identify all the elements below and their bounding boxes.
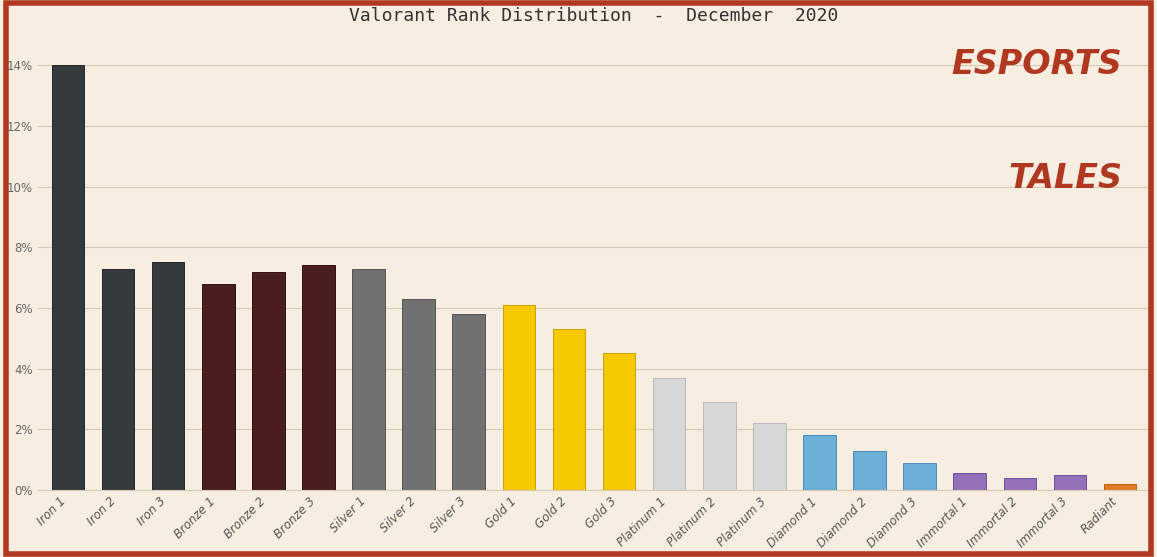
Bar xyxy=(703,402,736,490)
Bar xyxy=(302,266,334,490)
Bar xyxy=(553,329,585,490)
Bar xyxy=(753,423,786,490)
Bar xyxy=(152,262,184,490)
Bar xyxy=(502,305,536,490)
Bar xyxy=(252,272,285,490)
Bar xyxy=(1054,475,1086,490)
Bar xyxy=(1104,484,1136,490)
Bar xyxy=(1003,478,1036,490)
Bar xyxy=(953,473,986,490)
Title: Valorant Rank Distribution  -  December  2020: Valorant Rank Distribution - December 20… xyxy=(349,7,839,25)
Bar xyxy=(352,268,385,490)
Bar xyxy=(202,284,235,490)
Bar xyxy=(904,463,936,490)
Bar xyxy=(102,268,134,490)
Bar xyxy=(603,354,635,490)
Bar xyxy=(52,65,84,490)
Text: TALES: TALES xyxy=(1008,162,1122,196)
Bar xyxy=(653,378,685,490)
Bar xyxy=(853,451,886,490)
Bar xyxy=(803,436,835,490)
Bar xyxy=(452,314,485,490)
Bar xyxy=(403,299,435,490)
Text: ESPORTS: ESPORTS xyxy=(951,48,1122,81)
